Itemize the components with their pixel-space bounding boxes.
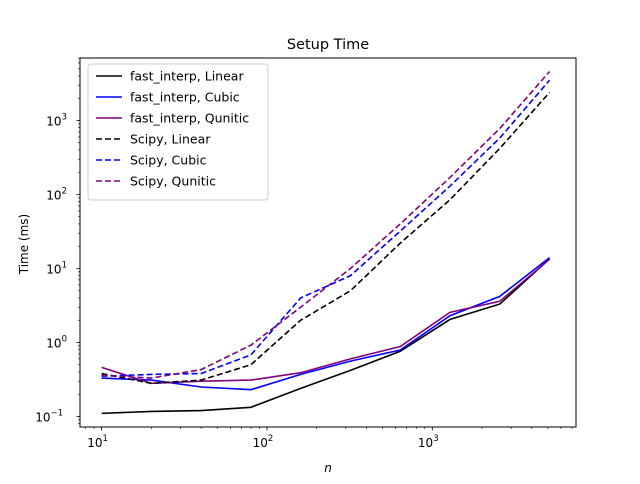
- legend-label-5: Scipy, Qunitic: [130, 174, 216, 189]
- plot-area: [101, 70, 551, 415]
- chart-title: Setup Time: [287, 37, 369, 53]
- series-line-5: [101, 70, 551, 379]
- legend: fast_interp, Linear fast_interp, Cubic fas…: [87, 63, 269, 201]
- legend-box: [87, 63, 269, 201]
- series-line-3: [101, 91, 551, 385]
- legend-label-0: fast_interp, Linear: [130, 69, 244, 84]
- x-axis-label: n: [324, 461, 332, 475]
- legend-label-3: Scipy, Linear: [130, 132, 211, 147]
- series-line-0: [101, 258, 551, 415]
- series-line-1: [101, 257, 551, 391]
- legend-label-2: fast_interp, Qunitic: [130, 111, 249, 126]
- axes-frame: [79, 57, 577, 428]
- legend-label-4: Scipy, Cubic: [130, 153, 207, 168]
- y-axis-label: Time (ms): [17, 214, 31, 276]
- legend-label-1: fast_interp, Cubic: [130, 90, 240, 105]
